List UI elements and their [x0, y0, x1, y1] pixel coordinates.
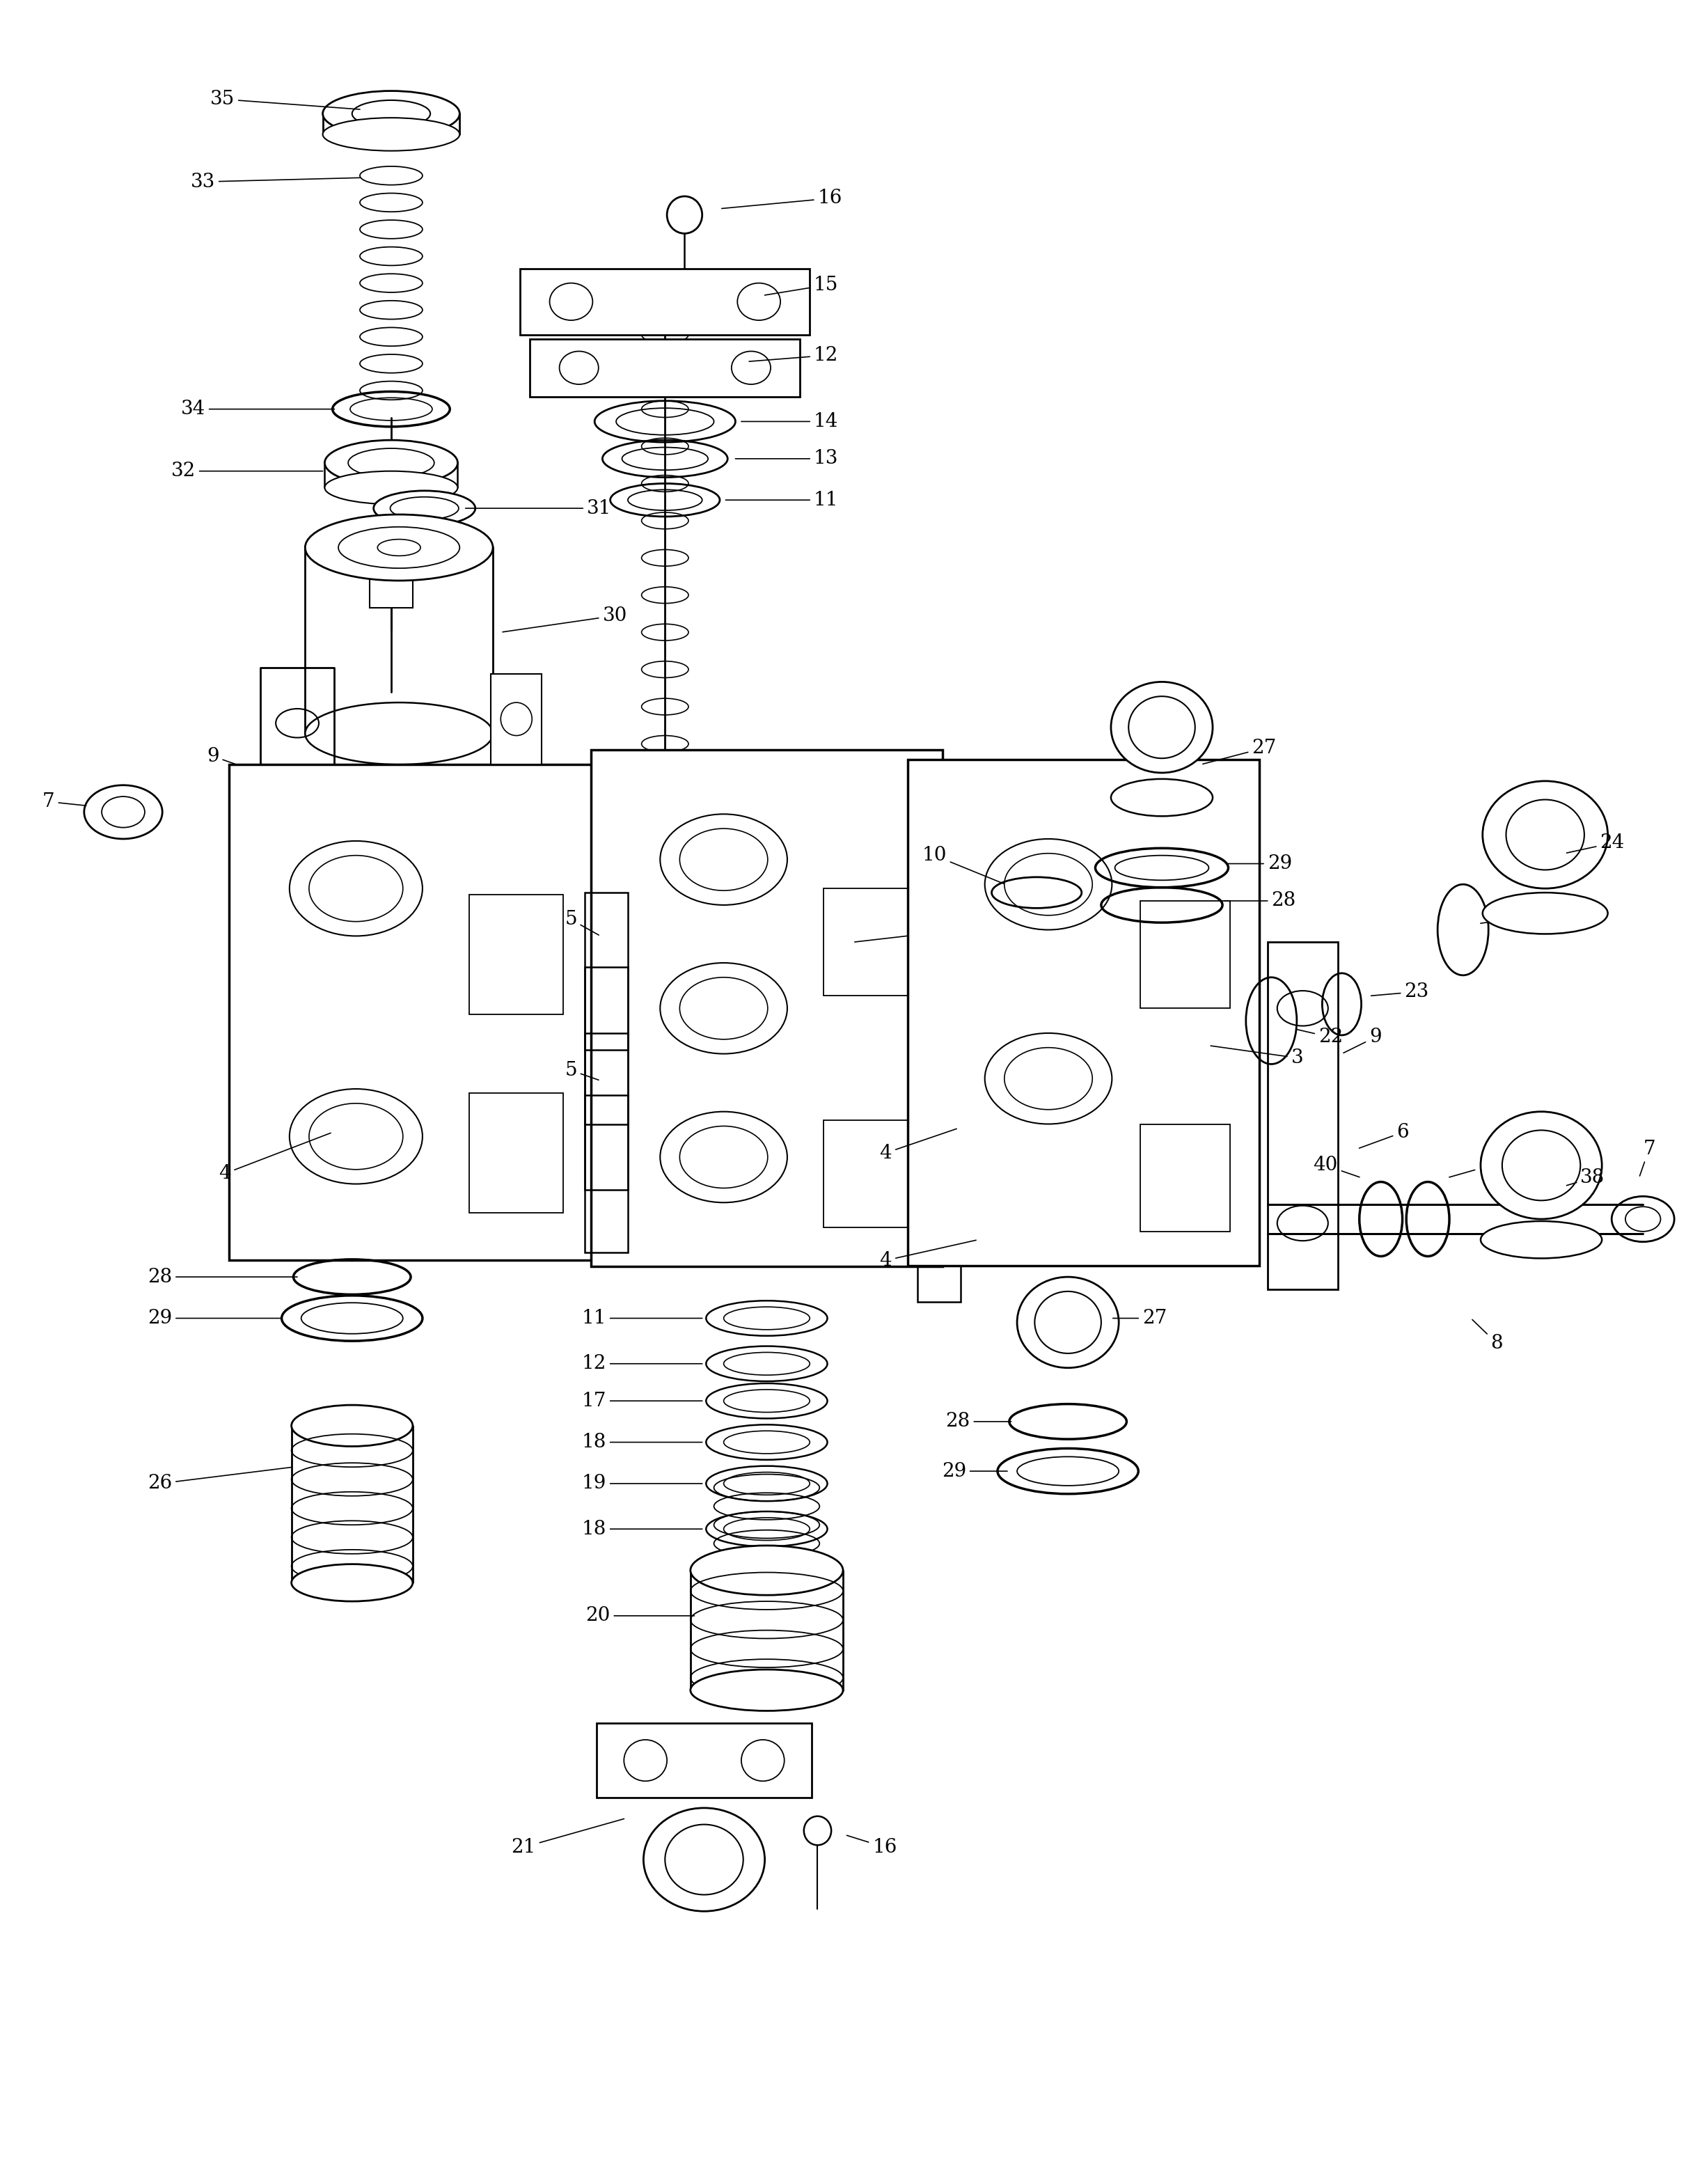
Text: 11: 11 — [582, 1308, 701, 1328]
Ellipse shape — [292, 1404, 413, 1446]
Text: 5: 5 — [941, 900, 959, 937]
Text: 29: 29 — [942, 1461, 1007, 1481]
Text: 32: 32 — [170, 461, 322, 480]
Text: 13: 13 — [735, 450, 838, 467]
FancyBboxPatch shape — [590, 749, 942, 1267]
Ellipse shape — [1480, 1221, 1602, 1258]
Text: 7: 7 — [42, 793, 86, 810]
Text: 1: 1 — [609, 928, 717, 954]
Text: 18: 18 — [582, 1433, 701, 1452]
Text: 29: 29 — [148, 1308, 282, 1328]
Text: 29: 29 — [1226, 854, 1291, 874]
Text: 7: 7 — [1640, 1140, 1656, 1175]
Ellipse shape — [292, 1564, 413, 1601]
Ellipse shape — [325, 441, 457, 485]
FancyBboxPatch shape — [529, 339, 799, 397]
Text: 2: 2 — [855, 919, 966, 941]
Ellipse shape — [691, 1546, 843, 1594]
Text: 21: 21 — [511, 1819, 624, 1856]
FancyBboxPatch shape — [491, 673, 541, 764]
Text: 39: 39 — [1450, 1155, 1504, 1177]
Text: 31: 31 — [465, 498, 612, 518]
Ellipse shape — [322, 92, 460, 135]
Text: 5: 5 — [565, 1061, 599, 1081]
Ellipse shape — [339, 526, 460, 568]
Ellipse shape — [322, 118, 460, 151]
Ellipse shape — [352, 100, 430, 127]
Text: 33: 33 — [191, 173, 359, 192]
Text: 8: 8 — [1472, 1319, 1502, 1352]
Text: 30: 30 — [502, 607, 627, 631]
Text: 10: 10 — [698, 1022, 797, 1046]
Text: 18: 18 — [582, 1520, 701, 1538]
FancyBboxPatch shape — [521, 269, 809, 334]
Text: 24: 24 — [1566, 834, 1625, 854]
Ellipse shape — [1482, 893, 1608, 935]
Text: 28: 28 — [946, 1413, 1012, 1431]
Text: 9: 9 — [1344, 1029, 1381, 1053]
Text: 19: 19 — [582, 1474, 701, 1494]
Text: 12: 12 — [749, 345, 838, 365]
Text: 6: 6 — [1359, 1123, 1409, 1149]
Text: 15: 15 — [765, 275, 838, 295]
FancyBboxPatch shape — [907, 760, 1259, 1265]
Text: 17: 17 — [582, 1391, 701, 1411]
Text: 11: 11 — [725, 491, 838, 509]
Ellipse shape — [347, 448, 435, 478]
Text: 26: 26 — [148, 1468, 292, 1494]
Ellipse shape — [644, 1808, 765, 1911]
Text: 36: 36 — [499, 821, 620, 841]
Text: 22: 22 — [1297, 1029, 1342, 1046]
Ellipse shape — [389, 498, 459, 520]
Text: 28: 28 — [148, 1267, 297, 1286]
Text: 16: 16 — [846, 1835, 897, 1856]
Text: 38: 38 — [1566, 1168, 1605, 1188]
Text: 4: 4 — [880, 1129, 956, 1162]
Text: 4: 4 — [219, 1133, 330, 1184]
Ellipse shape — [305, 515, 492, 581]
Text: 37: 37 — [487, 793, 620, 810]
Text: 9: 9 — [207, 747, 282, 780]
Text: 16: 16 — [722, 190, 843, 207]
Text: 14: 14 — [742, 413, 838, 430]
Ellipse shape — [1111, 681, 1212, 773]
Ellipse shape — [325, 472, 457, 505]
Text: 25: 25 — [1480, 909, 1534, 926]
Text: 35: 35 — [211, 90, 359, 109]
Text: 20: 20 — [585, 1607, 695, 1625]
Ellipse shape — [691, 1669, 843, 1710]
Text: 23: 23 — [1371, 983, 1430, 1000]
Text: 3: 3 — [1211, 1046, 1303, 1068]
Text: 40: 40 — [1313, 1155, 1359, 1177]
Ellipse shape — [378, 539, 420, 555]
FancyBboxPatch shape — [229, 764, 600, 1260]
Text: 10: 10 — [922, 845, 1003, 885]
Text: 4: 4 — [880, 1241, 976, 1269]
Ellipse shape — [1480, 1112, 1602, 1219]
Text: 12: 12 — [582, 1354, 701, 1374]
Text: 27: 27 — [1113, 1308, 1167, 1328]
Text: 28: 28 — [1224, 891, 1297, 911]
Text: 27: 27 — [1202, 738, 1276, 764]
Text: 10: 10 — [502, 854, 620, 874]
Text: 5: 5 — [565, 911, 599, 935]
Ellipse shape — [1111, 780, 1212, 817]
Text: 5: 5 — [942, 1184, 959, 1208]
FancyBboxPatch shape — [597, 1723, 811, 1797]
Ellipse shape — [305, 703, 492, 764]
FancyBboxPatch shape — [369, 570, 413, 607]
Ellipse shape — [1482, 782, 1608, 889]
Ellipse shape — [374, 491, 475, 526]
Text: 34: 34 — [180, 400, 334, 419]
Ellipse shape — [1017, 1278, 1120, 1367]
